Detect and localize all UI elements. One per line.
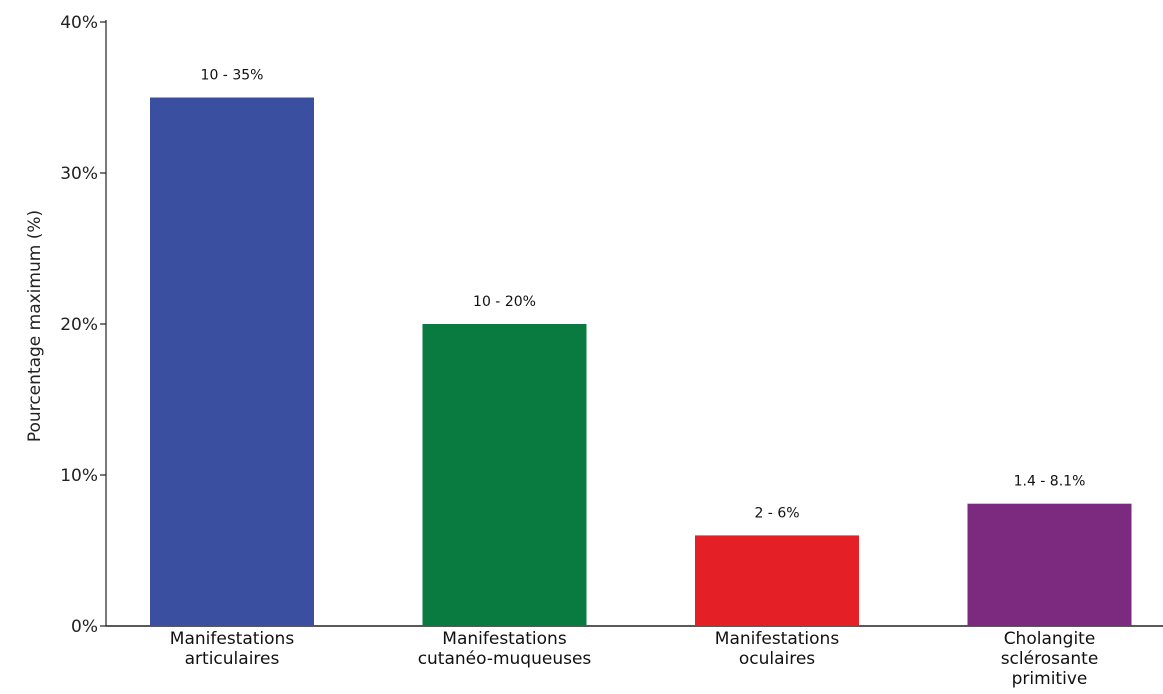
- data-labels: 10 - 35% 10 - 20% 2 - 6% 1.4 - 8.1%: [201, 68, 1086, 522]
- y-axis-title: Pourcentage maximum (%): [25, 210, 45, 442]
- x-category-label-line: Manifestations: [442, 629, 567, 649]
- x-category-label: Cholangite sclérosante primitive: [1001, 629, 1099, 689]
- bar-data-label: 2 - 6%: [754, 505, 799, 521]
- x-category-label-line: primitive: [1012, 669, 1088, 689]
- category-labels: Manifestations articulairesManifestations…: [170, 629, 1098, 689]
- y-tick-label: 40%: [60, 13, 98, 33]
- bar: [695, 535, 859, 626]
- x-category-label-line: oculaires: [739, 649, 815, 669]
- y-tick-label: 20%: [60, 315, 98, 335]
- x-category-label-line: Cholangite: [1004, 629, 1096, 649]
- x-category-label-line: cutanéo-muqueuses: [418, 649, 592, 669]
- x-category-label: Manifestations oculaires: [715, 629, 840, 669]
- bar: [150, 97, 314, 626]
- y-tick-label: 30%: [60, 164, 98, 184]
- bar-data-label: 10 - 20%: [473, 294, 536, 310]
- bar: [422, 324, 587, 626]
- x-category-label-line: Manifestations: [715, 629, 840, 649]
- x-category-label: Manifestations articulaires: [170, 629, 295, 669]
- y-tick-label: 10%: [60, 466, 98, 486]
- y-ticks: 0% 10% 20% 30% 40%: [60, 13, 106, 637]
- bar: [967, 503, 1132, 626]
- y-tick-label: 0%: [71, 617, 98, 637]
- x-category-label-line: Manifestations: [170, 629, 295, 649]
- bars: [150, 97, 1132, 626]
- x-category-label-line: sclérosante: [1001, 649, 1099, 669]
- x-category-label-line: articulaires: [185, 649, 280, 669]
- bar-data-label: 10 - 35%: [201, 68, 264, 84]
- bar-data-label: 1.4 - 8.1%: [1014, 474, 1086, 490]
- x-category-label: Manifestations cutanéo-muqueuses: [418, 629, 592, 669]
